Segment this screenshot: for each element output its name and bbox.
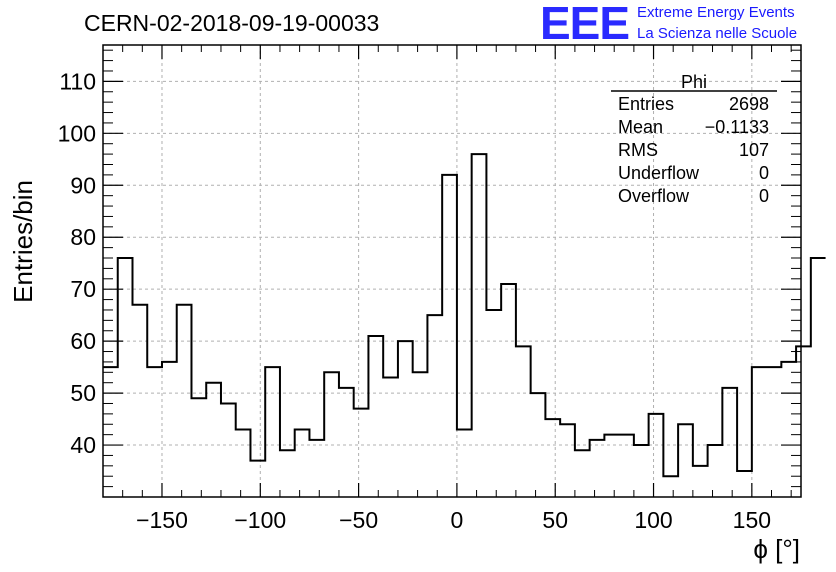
y-tick-label: 110 xyxy=(59,68,96,94)
stats-box: Phi Entries 2698 Mean −0.1133 RMS 107 Un… xyxy=(611,72,777,206)
x-tick-label: 150 xyxy=(733,507,771,533)
y-axis-label: Entries/bin xyxy=(8,180,38,303)
stats-value-overflow: 0 xyxy=(759,186,769,206)
x-tick-labels: −150 −100 −50 0 50 100 150 xyxy=(136,507,771,533)
y-tick-label: 80 xyxy=(70,224,96,250)
x-axis-label: ϕ [°] xyxy=(753,534,800,564)
y-tick-label: 70 xyxy=(70,276,96,302)
stats-label-entries: Entries xyxy=(618,94,674,114)
stats-label-underflow: Underflow xyxy=(618,163,700,183)
x-tick-label: 100 xyxy=(634,507,672,533)
stats-label-rms: RMS xyxy=(618,140,658,160)
eee-logo: EEE xyxy=(540,0,630,49)
stats-label-overflow: Overflow xyxy=(618,186,690,206)
y-tick-labels: 40 50 60 70 80 90 100 110 xyxy=(58,68,96,458)
stats-value-entries: 2698 xyxy=(729,94,769,114)
grid-lines xyxy=(103,45,801,497)
chart-title: CERN-02-2018-09-19-00033 xyxy=(84,10,380,36)
y-tick-label: 90 xyxy=(70,172,96,198)
stats-title: Phi xyxy=(681,72,707,92)
stats-label-mean: Mean xyxy=(618,117,663,137)
x-tick-label: 50 xyxy=(542,507,568,533)
x-tick-label: 0 xyxy=(451,507,464,533)
y-tick-label: 60 xyxy=(70,328,96,354)
x-tick-label: −100 xyxy=(234,507,286,533)
y-tick-label: 50 xyxy=(70,380,96,406)
histogram-series xyxy=(103,153,826,478)
stats-value-mean: −0.1133 xyxy=(705,117,769,137)
stats-value-underflow: 0 xyxy=(759,163,769,183)
y-tick-label: 100 xyxy=(58,120,96,146)
logo-caption-line2: La Scienza nelle Scuole xyxy=(637,25,798,42)
x-tick-label: −150 xyxy=(136,507,188,533)
plot-frame xyxy=(102,44,802,498)
stats-value-rms: 107 xyxy=(739,140,769,160)
y-tick-label: 40 xyxy=(70,432,96,458)
axis-ticks xyxy=(103,45,801,497)
x-tick-label: −50 xyxy=(339,507,378,533)
logo-caption-line1: Extreme Energy Events xyxy=(637,4,795,21)
